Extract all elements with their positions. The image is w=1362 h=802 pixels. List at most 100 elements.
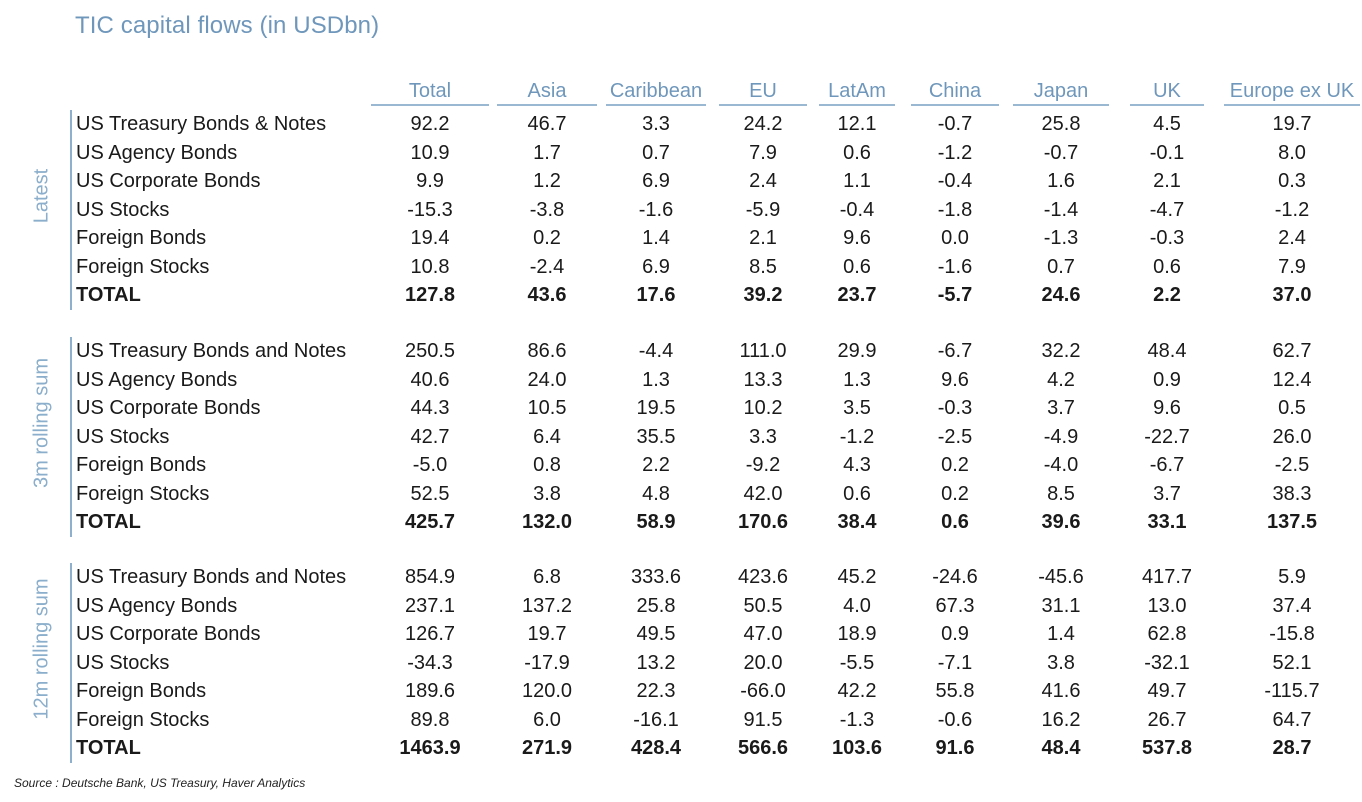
row-label: US Stocks [76, 651, 170, 674]
table-cell: -2.5 [937, 425, 973, 448]
table-cell: 7.9 [1278, 255, 1306, 278]
chart-title: TIC capital flows (in USDbn) [75, 12, 380, 39]
table-cell: 12.4 [1272, 368, 1312, 391]
table-cell: 9.6 [843, 227, 871, 249]
table-row: Foreign Stocks 89.8 6.0 -16.1 91.5 -1.3 -0.6 16… [0, 706, 1362, 735]
table-cell: -0.4 [839, 198, 875, 221]
source-note: Source : Deutsche Bank, US Treasury, Hav… [14, 776, 306, 790]
table-cell: 50.5 [743, 594, 783, 617]
table-cell: 423.6 [737, 566, 789, 588]
section-divider-line [70, 337, 72, 537]
table-cell: -45.6 [1038, 566, 1084, 588]
table-cell: 4.5 [1153, 113, 1181, 135]
table-cell: 0.8 [533, 454, 561, 476]
table-cell: 566.6 [737, 737, 789, 759]
table-cell: -0.1 [1149, 141, 1185, 164]
table-cell: 1.4 [1047, 623, 1075, 645]
table-row: Foreign Bonds 189.6 120.0 22.3 -66.0 42.2 55.8… [0, 677, 1362, 706]
section-divider-line [70, 563, 72, 763]
table-cell: 3.3 [749, 425, 777, 448]
table-cell: -0.7 [1043, 141, 1079, 164]
table-cell: 25.8 [636, 594, 676, 617]
table-row: US Agency Bonds 237.1 137.2 25.8 50.5 4.0 67.3… [0, 592, 1362, 621]
table-cell: 137.5 [1266, 511, 1318, 533]
table-cell: -1.8 [937, 198, 973, 221]
table-cell: -15.8 [1269, 623, 1315, 645]
table-row: US Corporate Bonds 44.3 10.5 19.5 10.2 3.5 -0.… [0, 394, 1362, 423]
table-cell: 854.9 [404, 566, 456, 588]
table-cell: 42.0 [743, 482, 783, 505]
table-cell: 20.0 [743, 651, 783, 674]
table-cell: -9.2 [745, 454, 781, 476]
table-cell: 111.0 [739, 340, 787, 362]
table-cell: 86.6 [527, 340, 567, 362]
table-cell: 126.7 [404, 623, 456, 645]
column-header: Asia [497, 78, 597, 106]
table-cell: -0.6 [937, 708, 973, 731]
table-row: US Treasury Bonds and Notes 250.5 86.6 -4.4… [0, 337, 1362, 366]
table-cell: -3.8 [529, 198, 565, 221]
table-cell: -6.7 [937, 340, 973, 362]
total-row: TOTAL 127.8 43.6 17.6 39.2 23.7 -5.7 24.6 2.2 37.… [0, 281, 1362, 310]
table-cell: 3.3 [642, 113, 670, 135]
row-label: US Treasury Bonds & Notes [76, 113, 327, 135]
table-cell: 10.9 [410, 141, 450, 164]
table-cell: 48.4 [1147, 340, 1187, 362]
table-cell: 39.6 [1041, 511, 1081, 533]
table-cell: -1.2 [937, 141, 973, 164]
table-cell: 1.4 [642, 227, 670, 249]
table-cell: -5.0 [412, 454, 448, 476]
row-label: Foreign Stocks [76, 255, 210, 278]
table-cell: 28.7 [1272, 737, 1312, 759]
table-cell: 1.1 [843, 170, 871, 192]
table-cell: 18.9 [837, 623, 877, 645]
table-cell: 9.6 [941, 368, 969, 391]
table-cell: 0.6 [843, 141, 871, 164]
table-cell: 6.9 [642, 170, 670, 192]
table-cell: 1.3 [642, 368, 670, 391]
table-cell: 2.1 [1153, 170, 1181, 192]
table-cell: 13.0 [1147, 594, 1187, 617]
table-row: US Stocks 42.7 6.4 35.5 3.3 -1.2 -2.5 -4.9 -22.7… [0, 423, 1362, 452]
table-cell: 3.5 [843, 397, 871, 419]
table-cell: 91.5 [743, 708, 783, 731]
table-cell: 0.2 [941, 454, 969, 476]
table-cell: 47.0 [743, 623, 783, 645]
table-cell: 44.3 [410, 397, 450, 419]
table-cell: 1.6 [1047, 170, 1075, 192]
table-cell: 89.8 [410, 708, 450, 731]
table-cell: -2.5 [1274, 454, 1310, 476]
table-cell: 537.8 [1141, 737, 1193, 759]
table-cell: 26.0 [1272, 425, 1312, 448]
row-label: TOTAL [76, 737, 141, 759]
table-cell: 12.1 [837, 113, 877, 135]
table-row: Foreign Stocks 52.5 3.8 4.8 42.0 0.6 0.2 8.5 3.7… [0, 480, 1362, 509]
row-label: Foreign Bonds [76, 227, 207, 249]
row-label: US Treasury Bonds and Notes [76, 566, 347, 588]
table-cell: -4.7 [1149, 198, 1185, 221]
table-cell: 120.0 [521, 680, 573, 702]
table-cell: 41.6 [1041, 680, 1081, 702]
table-cell: -24.6 [932, 566, 978, 588]
column-header: Japan [1013, 78, 1109, 106]
table-cell: 35.5 [636, 425, 676, 448]
section-divider-line [70, 110, 72, 310]
table-cell: 4.8 [642, 482, 670, 505]
table-cell: -5.7 [937, 284, 973, 306]
table-cell: -1.2 [1274, 198, 1310, 221]
table-cell: -5.9 [745, 198, 781, 221]
row-label: US Agency Bonds [76, 594, 238, 617]
table-cell: -32.1 [1144, 651, 1190, 674]
table-cell: 1463.9 [399, 737, 461, 759]
table-cell: 9.6 [1153, 397, 1181, 419]
table-cell: 2.2 [642, 454, 670, 476]
column-header: Caribbean [606, 78, 706, 106]
table-cell: 3.8 [1047, 651, 1075, 674]
table-cell: 40.6 [410, 368, 450, 391]
table-cell: -0.4 [937, 170, 973, 192]
table-cell: 271.9 [521, 737, 573, 759]
table-cell: 8.5 [749, 255, 777, 278]
table-row: US Stocks -34.3 -17.9 13.2 20.0 -5.5 -7.1 3.8 -3… [0, 649, 1362, 678]
table-cell: 23.7 [837, 284, 877, 306]
table-cell: 7.9 [749, 141, 777, 164]
